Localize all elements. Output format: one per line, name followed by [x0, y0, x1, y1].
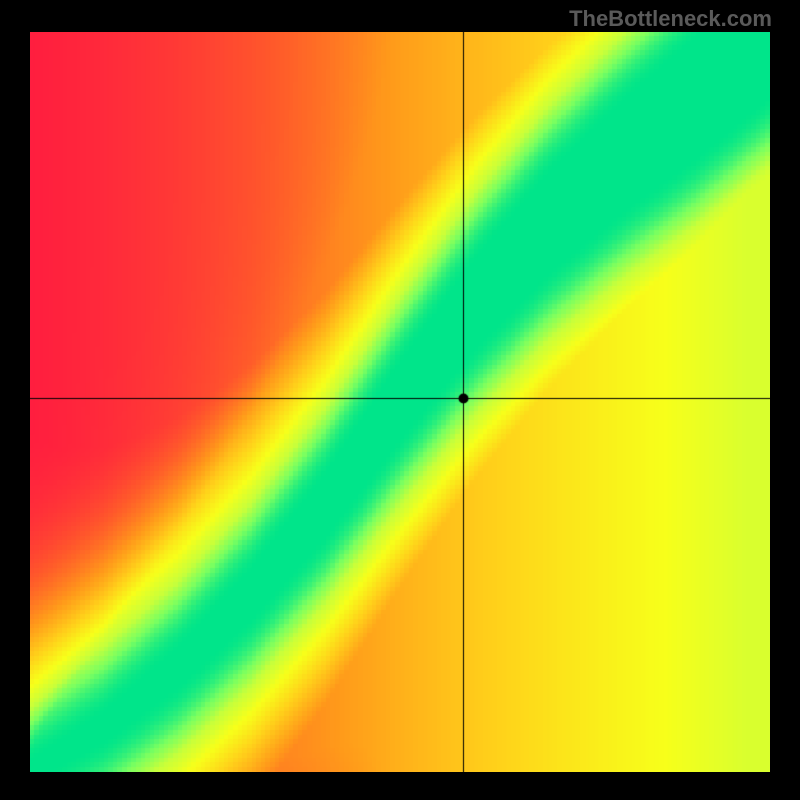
chart-container: TheBottleneck.com — [0, 0, 800, 800]
watermark-text: TheBottleneck.com — [569, 6, 772, 32]
bottleneck-heatmap — [30, 32, 770, 772]
